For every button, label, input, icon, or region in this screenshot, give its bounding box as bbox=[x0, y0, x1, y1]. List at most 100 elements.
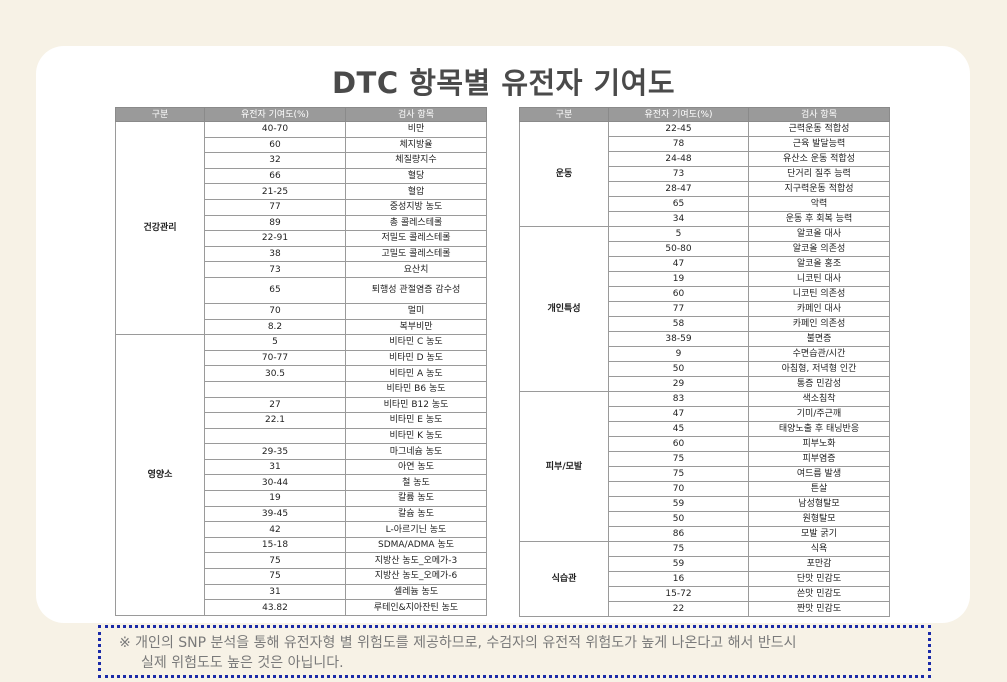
contribution-cell: 22-91 bbox=[204, 230, 346, 247]
contribution-cell bbox=[204, 427, 346, 445]
test-item-cell: 여드름 발생 bbox=[748, 466, 890, 482]
test-item-cell: 유산소 운동 적합성 bbox=[748, 151, 890, 167]
contribution-cell: 15-72 bbox=[608, 586, 749, 602]
test-item-cell: 중성지방 농도 bbox=[345, 198, 487, 216]
contribution-cell: 60 bbox=[204, 136, 346, 154]
contribution-cell: 15-18 bbox=[204, 536, 346, 554]
contribution-cell: 24-48 bbox=[608, 151, 749, 167]
disclaimer-note: ※ 개인의 SNP 분석을 통해 유전자형 별 위험도를 제공하므로, 수검자의… bbox=[98, 625, 931, 678]
contribution-cell: 65 bbox=[204, 276, 346, 304]
contribution-cell: 19 bbox=[204, 490, 346, 507]
test-item-cell: 요산치 bbox=[345, 261, 487, 278]
test-item-cell: 단맛 민감도 bbox=[748, 571, 890, 587]
contribution-cell: 75 bbox=[608, 466, 749, 482]
test-item-cell: 철 농도 bbox=[345, 474, 487, 492]
test-item-cell: 비타민 K 농도 bbox=[345, 427, 487, 445]
header-test-item: 검사 항목 bbox=[345, 107, 487, 122]
table-row: 22.1 비타민 E 농도 bbox=[116, 412, 487, 429]
category-cell: 식습관 bbox=[519, 541, 609, 617]
contribution-cell: 5 bbox=[608, 226, 749, 242]
category-cell: 영양소 bbox=[115, 334, 205, 616]
contribution-cell: 65 bbox=[608, 196, 749, 212]
test-item-cell: 식욕 bbox=[748, 541, 890, 557]
test-item-cell: 혈압 bbox=[345, 183, 487, 200]
test-item-cell: 멀미 bbox=[345, 302, 487, 320]
table-row: 42 L-아르기닌 농도 bbox=[116, 521, 487, 538]
test-item-cell: SDMA/ADMA 농도 bbox=[345, 536, 487, 554]
contribution-cell: 70 bbox=[608, 481, 749, 497]
contribution-cell: 75 bbox=[608, 451, 749, 467]
test-item-cell: 저밀도 콜레스테롤 bbox=[345, 230, 487, 247]
contribution-cell: 47 bbox=[608, 406, 749, 422]
contribution-cell: 22-45 bbox=[608, 121, 749, 137]
test-item-cell: 비타민 D 농도 bbox=[345, 349, 487, 367]
contribution-cell: 40-70 bbox=[204, 121, 346, 138]
contribution-cell: 73 bbox=[608, 166, 749, 182]
contribution-cell: 89 bbox=[204, 214, 346, 232]
test-item-cell: 비타민 B12 농도 bbox=[345, 396, 487, 414]
contribution-cell: 47 bbox=[608, 256, 749, 272]
test-item-cell: 단거리 질주 능력 bbox=[748, 166, 890, 182]
contribution-cell: 8.2 bbox=[204, 318, 346, 336]
test-item-cell: 불면증 bbox=[748, 331, 890, 347]
test-item-cell: 비타민 B6 농도 bbox=[345, 380, 487, 398]
test-item-cell: 지방산 농도_오메가-3 bbox=[345, 552, 487, 570]
contribution-cell: 22 bbox=[608, 601, 749, 617]
contribution-cell: 59 bbox=[608, 496, 749, 512]
table-row: 43.82 루테인&지아잔틴 농도 bbox=[116, 599, 487, 616]
header-test-item: 검사 항목 bbox=[748, 107, 890, 122]
contribution-cell: 75 bbox=[204, 552, 346, 570]
table-row: 개인특성 5 알코올 대사 bbox=[519, 226, 890, 392]
contribution-cell: 29 bbox=[608, 376, 749, 392]
contribution-cell: 31 bbox=[204, 458, 346, 476]
table-row: 운동 22-45 근력운동 적합성 bbox=[519, 121, 890, 227]
table-row: 22-91 저밀도 콜레스테롤 bbox=[116, 230, 487, 247]
test-item-cell: 태양노출 후 태닝반응 bbox=[748, 421, 890, 437]
table-row: 73 단거리 질주 능력 bbox=[520, 166, 890, 182]
table-row: 15-72 쓴맛 민감도 bbox=[520, 586, 890, 602]
contribution-cell: 86 bbox=[608, 526, 749, 542]
table-row: 60 체지방율 bbox=[116, 136, 487, 154]
contribution-cell: 73 bbox=[204, 261, 346, 278]
contribution-cell: 58 bbox=[608, 316, 749, 332]
test-item-cell: 고밀도 콜레스테롤 bbox=[345, 245, 487, 263]
contribution-cell: 75 bbox=[204, 568, 346, 585]
header-contribution: 유전자 기여도(%) bbox=[608, 107, 749, 122]
test-item-cell: 루테인&지아잔틴 농도 bbox=[345, 599, 487, 616]
table-row: 89 총 콜레스테롤 bbox=[116, 214, 487, 232]
header-category: 구분 bbox=[115, 107, 205, 122]
test-item-cell: 혈당 bbox=[345, 167, 487, 185]
test-item-cell: 칼륨 농도 bbox=[345, 490, 487, 507]
test-item-cell: 알코올 의존성 bbox=[748, 241, 890, 257]
contribution-cell: 70 bbox=[204, 302, 346, 320]
contribution-cell: 16 bbox=[608, 571, 749, 587]
table-row: 47 기미/주근깨 bbox=[520, 406, 890, 422]
contribution-cell: 77 bbox=[204, 198, 346, 216]
test-item-cell: 튼살 bbox=[748, 481, 890, 497]
test-item-cell: 아연 농도 bbox=[345, 458, 487, 476]
category-cell: 운동 bbox=[519, 121, 609, 227]
category-cell: 개인특성 bbox=[519, 226, 609, 392]
contribution-cell: 59 bbox=[608, 556, 749, 572]
table-row: 30.5 비타민 A 농도 bbox=[116, 365, 487, 382]
contribution-cell: 22.1 bbox=[204, 412, 346, 429]
contribution-cell: 70-77 bbox=[204, 349, 346, 367]
table-row: 65 퇴행성 관절염증 감수성 bbox=[116, 276, 487, 304]
contribution-cell: 38 bbox=[204, 245, 346, 263]
test-item-cell: 칼슘 농도 bbox=[345, 505, 487, 523]
test-item-cell: 남성형탈모 bbox=[748, 496, 890, 512]
test-item-cell: 쓴맛 민감도 bbox=[748, 586, 890, 602]
test-item-cell: 모발 굵기 bbox=[748, 526, 890, 542]
contribution-cell: 30-44 bbox=[204, 474, 346, 492]
table-row: 50 아침형, 저녁형 인간 bbox=[520, 361, 890, 377]
test-item-cell: 니코틴 대사 bbox=[748, 271, 890, 287]
note-line-1: ※ 개인의 SNP 분석을 통해 유전자형 별 위험도를 제공하므로, 수검자의… bbox=[119, 635, 797, 651]
test-item-cell: 색소침착 bbox=[748, 391, 890, 407]
table-row: 건강관리 40-70 비만 bbox=[115, 120, 487, 336]
table-header-row: 구분 유전자 기여도(%) 검사 항목 bbox=[115, 107, 487, 122]
contribution-cell: 39-45 bbox=[204, 505, 346, 523]
contribution-cell: 19 bbox=[608, 271, 749, 287]
test-item-cell: 지방산 농도_오메가-6 bbox=[345, 568, 487, 585]
contribution-cell: 50 bbox=[608, 511, 749, 527]
test-item-cell: 셀레늄 농도 bbox=[345, 583, 487, 601]
